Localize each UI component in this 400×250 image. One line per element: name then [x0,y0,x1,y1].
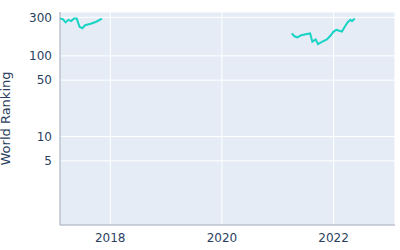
svg-text:50: 50 [37,73,52,87]
svg-text:5: 5 [44,154,52,168]
svg-text:2018: 2018 [95,231,126,245]
svg-text:10: 10 [37,130,52,144]
svg-text:300: 300 [29,11,52,25]
svg-text:100: 100 [29,49,52,63]
svg-text:World Ranking: World Ranking [8,72,13,166]
svg-text:2022: 2022 [318,231,349,245]
svg-text:2020: 2020 [207,231,238,245]
